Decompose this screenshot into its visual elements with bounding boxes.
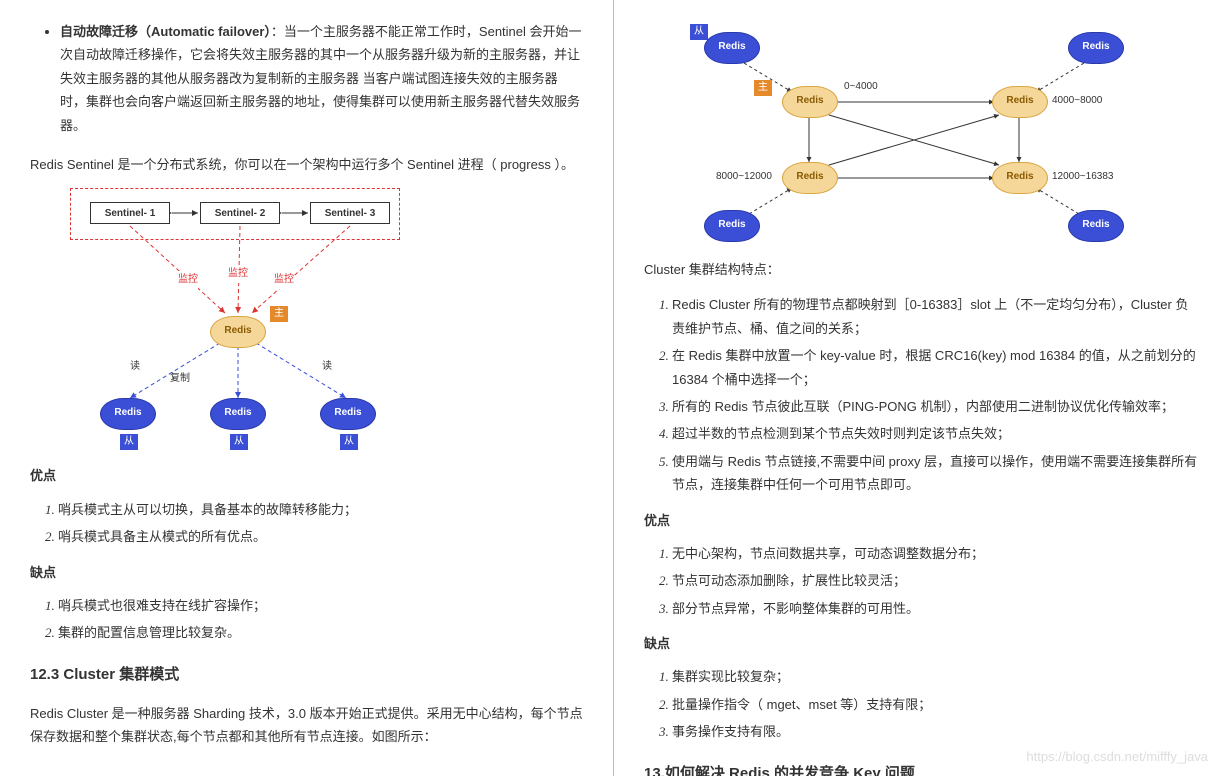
features-title: Cluster 集群结构特点： bbox=[644, 258, 1198, 281]
list-item: 集群实现比较复杂； bbox=[672, 665, 1198, 688]
cluster-blue-4: Redis bbox=[1068, 210, 1124, 242]
slave-tag-3: 从 bbox=[340, 434, 358, 450]
redis-master-node: Redis bbox=[210, 316, 266, 348]
list-item: Redis Cluster 所有的物理节点都映射到［0-16383］slot 上… bbox=[672, 293, 1198, 340]
list-item: 节点可动态添加删除，扩展性比较灵活； bbox=[672, 569, 1198, 592]
features-list: Redis Cluster 所有的物理节点都映射到［0-16383］slot 上… bbox=[672, 293, 1198, 496]
master-tag: 主 bbox=[270, 306, 288, 322]
left-column: 自动故障迁移（Automatic failover）：当一个主服务器不能正常工作… bbox=[0, 0, 614, 776]
slot-label-1: 0~4000 bbox=[844, 78, 878, 96]
list-item: 超过半数的节点检测到某个节点失效时则判定该节点失效； bbox=[672, 422, 1198, 445]
list-item: 在 Redis 集群中放置一个 key-value 时，根据 CRC16(key… bbox=[672, 344, 1198, 391]
cluster-yellow-3: Redis bbox=[782, 162, 838, 194]
list-item: 哨兵模式主从可以切换，具备基本的故障转移能力； bbox=[58, 498, 583, 521]
list-item: 使用端与 Redis 节点链接,不需要中间 proxy 层，直接可以操作，使用端… bbox=[672, 450, 1198, 497]
cluster-yellow-4: Redis bbox=[992, 162, 1048, 194]
left-adv-title: 优点 bbox=[30, 464, 583, 487]
redis-slave-2: Redis bbox=[210, 398, 266, 430]
right-adv-title: 优点 bbox=[644, 509, 1198, 532]
sentinel-2-node: Sentinel- 2 bbox=[200, 202, 280, 224]
left-dis-list: 哨兵模式也很难支持在线扩容操作； 集群的配置信息管理比较复杂。 bbox=[58, 594, 583, 645]
failover-text: ：当一个主服务器不能正常工作时，Sentinel 会开始一次自动故障迁移操作，它… bbox=[60, 24, 582, 133]
right-dis-list: 集群实现比较复杂； 批量操作指令（ mget、mset 等）支持有限； 事务操作… bbox=[672, 665, 1198, 743]
list-item: 集群的配置信息管理比较复杂。 bbox=[58, 621, 583, 644]
sentinel-1-node: Sentinel- 1 bbox=[90, 202, 170, 224]
cluster-blue-3: Redis bbox=[704, 210, 760, 242]
list-item: 批量操作指令（ mget、mset 等）支持有限； bbox=[672, 693, 1198, 716]
cluster-yellow-1: Redis bbox=[782, 86, 838, 118]
cluster-blue-1: Redis bbox=[704, 32, 760, 64]
read-label-1: 读 bbox=[130, 358, 140, 376]
monitor-label-2: 监控 bbox=[228, 265, 248, 283]
failover-bold: 自动故障迁移（Automatic failover） bbox=[60, 24, 271, 39]
left-dis-title: 缺点 bbox=[30, 561, 583, 584]
cluster-master-tag: 主 bbox=[754, 80, 772, 96]
right-adv-list: 无中心架构，节点间数据共享，可动态调整数据分布； 节点可动态添加删除，扩展性比较… bbox=[672, 542, 1198, 620]
list-item: 事务操作支持有限。 bbox=[672, 720, 1198, 743]
slave-tag-1: 从 bbox=[120, 434, 138, 450]
sentinel-distributed-text: Redis Sentinel 是一个分布式系统，你可以在一个架构中运行多个 Se… bbox=[30, 153, 583, 176]
right-dis-title: 缺点 bbox=[644, 632, 1198, 655]
cluster-diagram: 从 主 Redis Redis Redis Redis Redis Redis … bbox=[674, 20, 1154, 240]
slot-label-3: 8000~12000 bbox=[716, 168, 772, 186]
sentinel-3-node: Sentinel- 3 bbox=[310, 202, 390, 224]
copy-label: 复制 bbox=[170, 370, 190, 388]
cluster-blue-2: Redis bbox=[1068, 32, 1124, 64]
list-item: 部分节点异常，不影响整体集群的可用性。 bbox=[672, 597, 1198, 620]
watermark-text: https://blog.csdn.net/mifffy_java bbox=[1026, 745, 1208, 768]
sentinel-diagram: Sentinel- 1 Sentinel- 2 Sentinel- 3 监控 监… bbox=[70, 188, 400, 448]
redis-slave-3: Redis bbox=[320, 398, 376, 430]
monitor-label-3: 监控 bbox=[274, 271, 294, 289]
left-adv-list: 哨兵模式主从可以切换，具备基本的故障转移能力； 哨兵模式具备主从模式的所有优点。 bbox=[58, 498, 583, 549]
cluster-slave-tag: 从 bbox=[690, 24, 708, 40]
cluster-intro-text: Redis Cluster 是一种服务器 Sharding 技术，3.0 版本开… bbox=[30, 702, 583, 749]
cluster-yellow-2: Redis bbox=[992, 86, 1048, 118]
list-item: 哨兵模式也很难支持在线扩容操作； bbox=[58, 594, 583, 617]
read-label-2: 读 bbox=[322, 358, 332, 376]
right-column: 从 主 Redis Redis Redis Redis Redis Redis … bbox=[614, 0, 1228, 776]
list-item: 哨兵模式具备主从模式的所有优点。 bbox=[58, 525, 583, 548]
slot-label-4: 12000~16383 bbox=[1052, 168, 1113, 186]
monitor-label-1: 监控 bbox=[178, 271, 198, 289]
redis-slave-1: Redis bbox=[100, 398, 156, 430]
cluster-mode-heading: 12.3 Cluster 集群模式 bbox=[30, 661, 583, 688]
slave-tag-2: 从 bbox=[230, 434, 248, 450]
slot-label-2: 4000~8000 bbox=[1052, 92, 1102, 110]
failover-bullet: 自动故障迁移（Automatic failover）：当一个主服务器不能正常工作… bbox=[60, 20, 583, 137]
list-item: 无中心架构，节点间数据共享，可动态调整数据分布； bbox=[672, 542, 1198, 565]
list-item: 所有的 Redis 节点彼此互联（PING-PONG 机制），内部使用二进制协议… bbox=[672, 395, 1198, 418]
